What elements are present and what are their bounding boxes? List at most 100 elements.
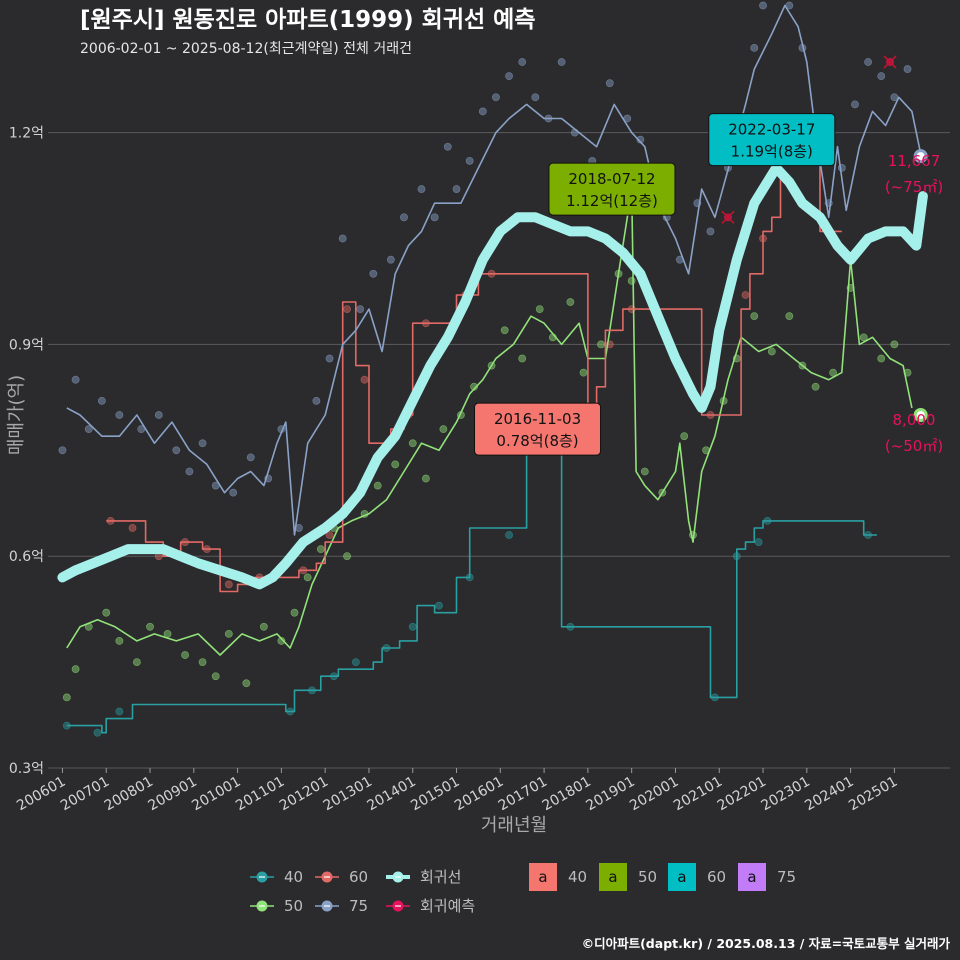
scatter-point-s75 [877, 72, 886, 81]
scatter-point-s50 [102, 608, 111, 617]
scatter-point-s40 [754, 538, 763, 546]
chart-subtitle: 2006-02-01 ~ 2025-08-12(최근계약일) 전체 거래건 [80, 41, 412, 57]
scatter-point-s50 [132, 658, 141, 666]
scatter-point-s50 [343, 552, 351, 561]
legend-box-label-50: 50 [638, 868, 657, 886]
legend-label-회귀예측: 회귀예측 [420, 897, 475, 915]
scatter-point-s75 [172, 446, 181, 455]
y-axis-title: 매매가(억) [6, 375, 27, 455]
scatter-point-s60 [224, 580, 233, 589]
source-footer: ©디아파트(dapt.kr) / 2025.08.13 / 자료=국토교통부 실… [582, 936, 951, 951]
scatter-point-s75 [531, 93, 540, 102]
scatter-point-s50 [470, 382, 478, 391]
scatter-point-s75 [71, 375, 80, 384]
scatter-point-s75 [605, 79, 614, 88]
legend-label-회귀선: 회귀선 [420, 868, 461, 886]
callout-date: 2022-03-17 [728, 121, 815, 139]
scatter-point-s75 [97, 396, 106, 405]
scatter-point-s50 [439, 425, 448, 434]
scatter-point-s75 [312, 396, 321, 405]
scatter-point-s60 [360, 375, 369, 384]
scatter-point-s50 [211, 672, 220, 681]
legend-label-40: 40 [284, 868, 303, 886]
scatter-point-s75 [325, 354, 334, 363]
scatter-point-s50 [566, 298, 575, 306]
scatter-point-s75 [750, 43, 759, 52]
end-label-area: (~75㎡) [885, 178, 943, 196]
scatter-point-s40 [408, 622, 417, 631]
series-line-50 [66, 188, 913, 656]
scatter-point-s60 [128, 524, 137, 532]
scatter-point-s50 [829, 368, 837, 377]
scatter-point-s40 [505, 531, 513, 539]
legend-box-50 [599, 863, 627, 891]
scatter-point-s50 [290, 608, 299, 617]
scatter-point-s50 [391, 460, 400, 469]
scatter-point-s75 [154, 411, 163, 419]
legend-box-40 [529, 863, 557, 891]
scatter-point-s50 [518, 354, 527, 363]
callout-date: 2016-11-03 [494, 410, 581, 428]
scatter-point-s75 [84, 425, 93, 434]
scatter-point-s60 [343, 305, 351, 313]
callout-box [548, 162, 676, 216]
legend-box-label-40: 40 [568, 868, 587, 886]
series-line-60 [106, 138, 842, 593]
series-line-regression [57, 162, 928, 590]
scatter-point-s50 [785, 312, 794, 321]
scatter-point-s50 [597, 340, 605, 349]
callout-box [708, 113, 836, 167]
scatter-point-s75 [356, 305, 365, 313]
scatter-point-s75 [443, 142, 452, 151]
scatter-point-s75 [465, 156, 474, 165]
series-line-75 [66, 4, 922, 536]
scatter-point-s75 [518, 58, 527, 66]
scatter-point-s50 [198, 658, 207, 666]
scatter-point-s75 [115, 411, 124, 419]
scatter-point-s75 [452, 185, 461, 193]
scatter-point-s75 [400, 213, 408, 222]
scatter-point-s75 [430, 213, 439, 222]
scatter-point-s75 [636, 135, 645, 144]
scatter-point-s50 [859, 333, 868, 342]
scatter-point-s50 [181, 651, 189, 659]
scatter-point-s50 [277, 637, 286, 645]
scatter-point-s75 [706, 227, 715, 236]
y-tick-label: 0.3억 [9, 761, 44, 777]
scatter-point-s50 [627, 276, 636, 285]
end-value-labels: 11,667 (~75㎡) 8,000 (~50㎡) [885, 152, 943, 455]
scatter-point-s50 [71, 665, 80, 674]
prediction-cross [883, 55, 897, 69]
y-tick-label: 1.2억 [9, 126, 44, 142]
scatter-point-s50 [767, 347, 776, 356]
callout-value: 0.78억(8층) [496, 432, 578, 450]
scatter-point-s50 [62, 693, 71, 702]
y-tick-label: 0.6억 [9, 549, 44, 565]
legend-box-label-60: 60 [707, 868, 726, 886]
scatter-point-s75 [58, 446, 67, 455]
legend-box-glyph: a [608, 868, 617, 886]
scatter-point-s50 [115, 637, 124, 645]
scatter-point-s75 [557, 58, 566, 66]
legend-box-60 [668, 863, 696, 891]
legend-box-glyph: a [747, 868, 756, 886]
scatter-point-s50 [680, 432, 689, 441]
legend: 40 60 회귀선 50 75 회귀예측 a 40 a 50 a 60 a 75 [250, 863, 796, 915]
legend-box-75 [738, 863, 766, 891]
scatter-point-s60 [741, 291, 750, 299]
scatter-point-s75 [185, 467, 194, 476]
legend-label-50: 50 [284, 897, 303, 915]
prediction-marks [721, 55, 897, 224]
scatter-point-s75 [492, 93, 500, 102]
scatter-point-s60 [325, 531, 334, 539]
gridlines [48, 132, 950, 769]
scatter-point-s75 [369, 269, 378, 278]
scatter-point-s50 [303, 573, 312, 582]
scatter-point-s40 [115, 707, 124, 716]
scatter-point-s50 [750, 312, 759, 321]
prediction-cross [721, 210, 735, 224]
scatter-point-s50 [535, 305, 544, 313]
scatter-point-s50 [890, 340, 899, 349]
scatter-point-s50 [408, 439, 417, 448]
